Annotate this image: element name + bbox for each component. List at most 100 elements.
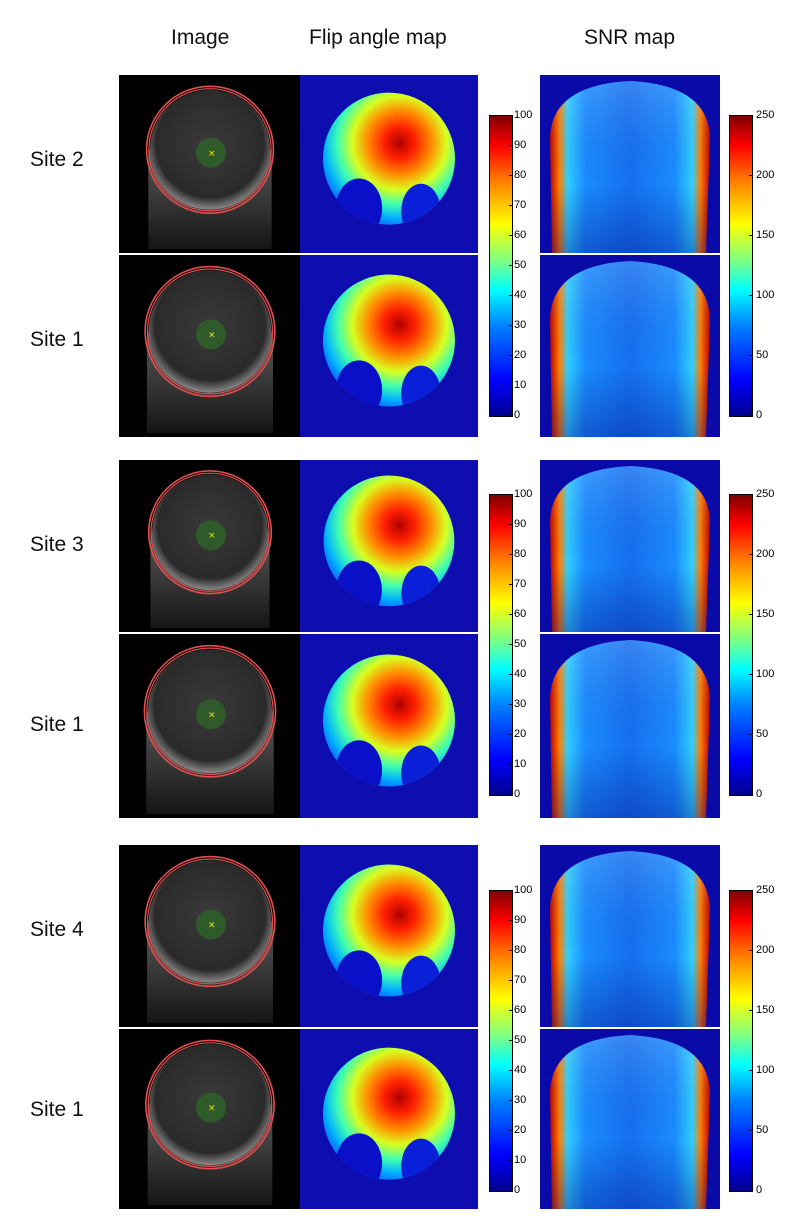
flip-colorbar-2-tick-mark [509,734,513,735]
flip-colorbar-3-tick-label: 20 [514,1124,527,1136]
snr-colorbar-2-tick-label: 50 [756,728,769,740]
flip-colorbar-1-tick-mark [509,145,513,146]
snr-colorbar-1-tick-mark [749,415,753,416]
flip-colorbar-2-tick-label: 20 [514,728,527,740]
snr-colorbar-2-tick-label: 0 [756,788,763,800]
flip-colorbar-3-tick-mark [509,950,513,951]
flip-colorbar-2-tick-mark [509,704,513,705]
flip-angle-map-site-2 [300,75,478,253]
flip-colorbar-1-tick-mark [509,115,513,116]
flip-colorbar-3-tick-mark [509,1070,513,1071]
roi-ring-outer [143,644,277,778]
low-lobe-left [335,1133,383,1180]
snr-phantom-shade [550,1035,710,1209]
snr-colorbar-2-tick-mark [749,674,753,675]
snr-colorbar-1-tick-label: 200 [756,169,775,181]
snr-graphic [550,466,710,632]
mri-image-site-4: × [119,845,301,1027]
flip-colorbar-3-tick-label: 40 [514,1064,527,1076]
snr-graphic [550,261,710,437]
snr-colorbar-3-tick-mark [749,1010,753,1011]
flip-colorbar-3-tick-label: 0 [514,1184,521,1196]
roi-ring-inner [146,858,274,985]
low-lobe-left [336,560,382,607]
roi-ring-inner [148,88,272,212]
mri-image-site-3: × [119,460,301,632]
low-lobe-right [401,365,441,407]
low-lobe-left [335,740,383,787]
flip-colorbar-1-tick-label: 60 [514,229,527,241]
roi-ring-inner [150,472,270,592]
flip-colorbar-2-tick-label: 90 [514,518,527,530]
snr-colorbar-2-tick-mark [749,614,753,615]
flip-colorbar-2-tick-label: 100 [514,488,533,500]
flip-angle-map-site-1c [300,1029,478,1209]
flip-colorbar-2-tick-mark [509,794,513,795]
flip-angle-graphic [323,864,455,997]
central-roi [196,137,226,168]
flip-colorbar-1-tick-mark [509,265,513,266]
flip-colorbar-3-tick-label: 10 [514,1154,527,1166]
flip-colorbar-3-tick-label: 80 [514,944,527,956]
row-label-site-2: Site 2 [30,148,84,171]
low-lobe-left [335,360,383,407]
roi-ring-outer [145,1039,275,1170]
center-marker: × [208,149,216,159]
flip-colorbar-2-tick-label: 50 [514,638,527,650]
snr-colorbar-2-tick-mark [749,494,753,495]
snr-phantom-shade [550,81,710,253]
snr-phantom-shade [550,261,710,437]
flip-colorbar-3-tick-mark [509,1040,513,1041]
roi-ring-inner [146,268,274,395]
flip-angle-map-site-1a [300,255,478,437]
flip-colorbar-2-tick-mark [509,524,513,525]
central-roi [196,520,226,551]
snr-colorbar-1-tick-mark [749,355,753,356]
snr-map-site-3 [540,460,720,632]
flip-colorbar-1-tick-label: 30 [514,319,527,331]
snr-colorbar-3-tick-mark [749,1190,753,1191]
flip-colorbar-1-tick-label: 40 [514,289,527,301]
snr-colorbar-3-tick-mark [749,1130,753,1131]
row-label-site-1b: Site 1 [30,713,84,736]
flip-colorbar-1-tick-mark [509,175,513,176]
low-lobe-right [401,1138,441,1180]
flip-colorbar-3-tick-mark [509,890,513,891]
central-roi [196,1092,226,1123]
flip-colorbar-2-tick-mark [509,554,513,555]
flip-colorbar-3 [489,890,513,1192]
low-lobe-left [335,178,383,225]
row-label-site-3: Site 3 [30,533,84,556]
flip-colorbar-2-tick-label: 70 [514,578,527,590]
center-marker: × [208,330,216,340]
low-lobe-right [401,955,441,997]
roi-ring-outer [145,85,275,214]
snr-colorbar-3-tick-mark [749,1070,753,1071]
snr-map-site-1c [540,1029,720,1209]
flip-colorbar-2-tick-label: 30 [514,698,527,710]
snr-graphic [550,640,710,818]
snr-colorbar-3-tick-label: 100 [756,1064,775,1076]
flip-colorbar-1 [489,115,513,417]
mri-image-site-2: × [119,75,301,253]
snr-map-site-1a [540,255,720,437]
flip-colorbar-1-tick-label: 100 [514,109,533,121]
snr-colorbar-3 [729,890,753,1192]
flip-angle-map-site-1b [300,634,478,818]
header-flip-angle-map: Flip angle map [309,26,447,49]
flip-colorbar-3-tick-label: 60 [514,1004,527,1016]
snr-phantom-shade [550,466,710,632]
mri-image-graphic: × [145,1039,275,1205]
flip-colorbar-3-tick-mark [509,1100,513,1101]
snr-colorbar-1-tick-mark [749,115,753,116]
snr-colorbar-3-tick-label: 150 [756,1004,775,1016]
flip-colorbar-3-tick-label: 100 [514,884,533,896]
snr-colorbar-2-tick-label: 150 [756,608,775,620]
roi-ring-outer [144,855,276,988]
snr-graphic [550,1035,710,1209]
snr-phantom-shade [550,851,710,1027]
flip-angle-graphic [323,92,455,225]
snr-colorbar-1 [729,115,753,417]
flip-colorbar-2-tick-mark [509,644,513,645]
flip-colorbar-1-tick-label: 80 [514,169,527,181]
